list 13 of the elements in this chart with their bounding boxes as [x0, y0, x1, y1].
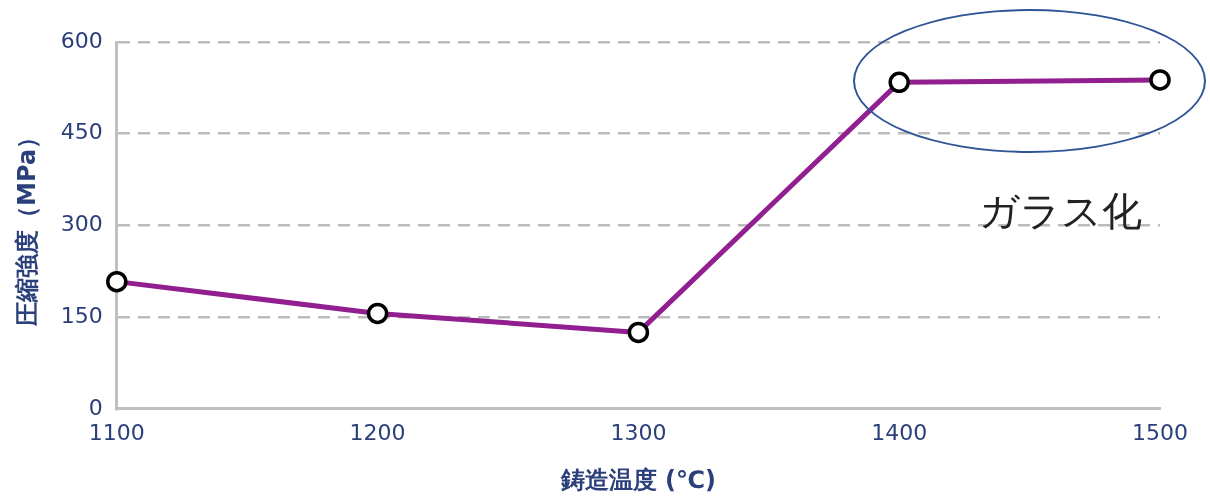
y-tick-label: 600 [60, 27, 103, 53]
y-axis-title: 圧縮強度（MPa） [12, 124, 41, 327]
y-tick-label: 150 [60, 302, 103, 328]
x-tick-label: 1200 [349, 419, 406, 445]
y-tick-label: 300 [60, 211, 103, 237]
x-tick-label: 1500 [1132, 419, 1188, 445]
x-tick-label: 1300 [610, 419, 667, 445]
y-tick-label: 450 [60, 119, 103, 145]
annotation: ガラス化 [978, 187, 1142, 234]
x-tick-label: 1400 [871, 419, 928, 445]
x-axis-title: 鋳造温度 (℃) [559, 465, 717, 494]
y-tick-label: 0 [88, 394, 103, 420]
x-tick-label: 1100 [88, 419, 145, 445]
